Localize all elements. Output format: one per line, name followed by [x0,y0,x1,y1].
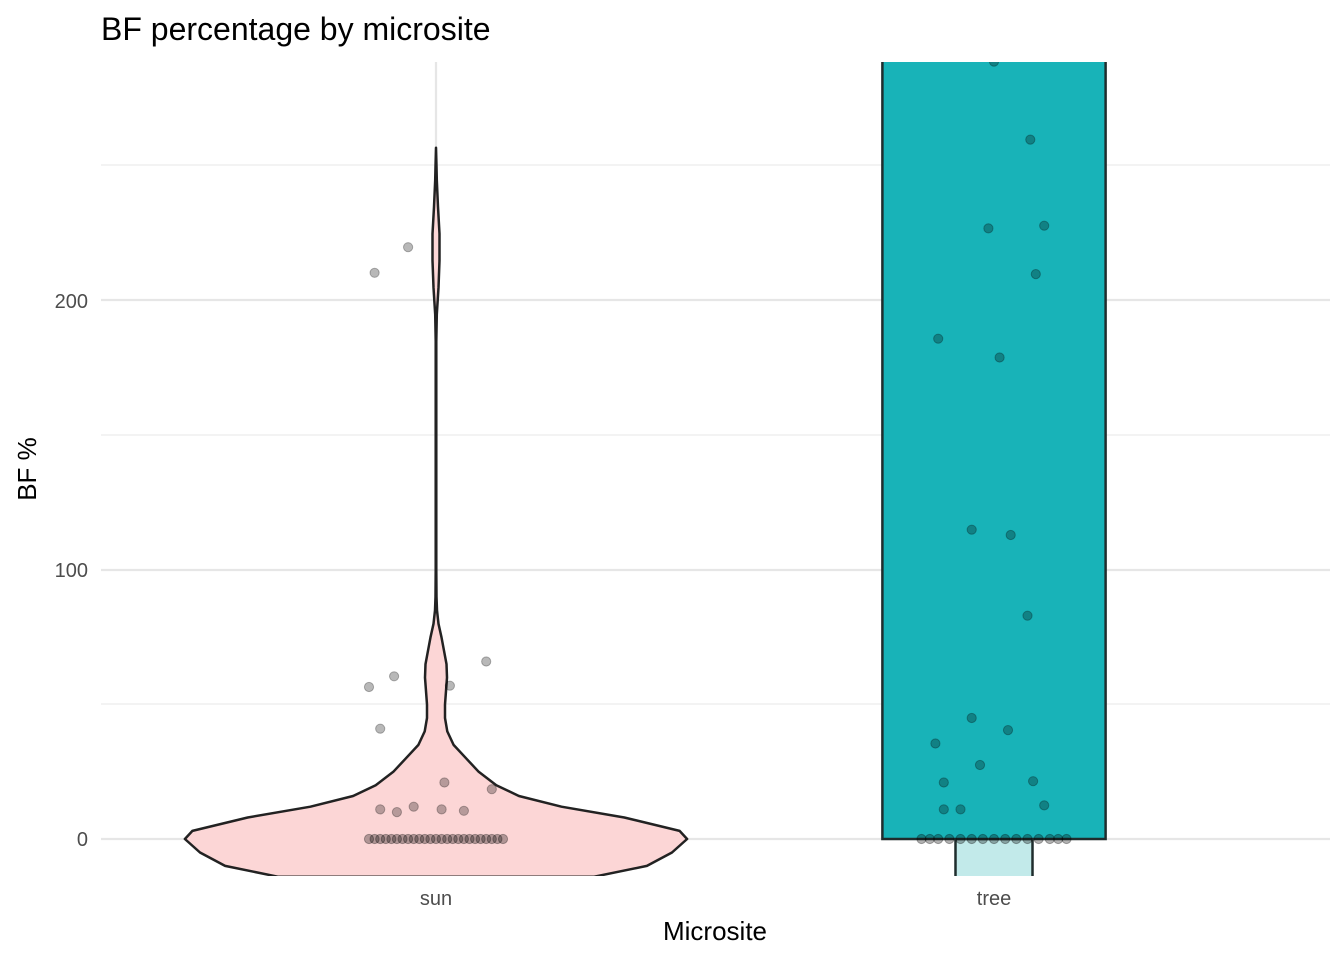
point-sun-7 [376,805,385,814]
x-axis-title: Microsite [663,916,767,946]
point-tree-zero-10 [1023,834,1032,843]
y-axis-title: BF % [12,437,42,501]
y-tick-labels: 0 100 200 [55,291,88,851]
point-sun-12 [459,806,468,815]
point-sun-2 [364,682,373,691]
point-tree-zero-3 [945,834,954,843]
point-sun-5 [445,681,454,690]
point-tree-4 [1031,270,1040,279]
point-tree-17 [939,805,948,814]
y-tick-label-200: 200 [55,291,88,313]
point-tree-9 [1023,611,1032,620]
point-tree-zero-9 [1012,834,1021,843]
point-tree-8 [1006,530,1015,539]
point-sun-4 [376,724,385,733]
point-tree-14 [975,760,984,769]
point-tree-18 [1040,801,1049,810]
point-sun-11 [437,805,446,814]
point-tree-zero-7 [989,834,998,843]
point-sun-6 [482,657,491,666]
point-tree-1 [1026,135,1035,144]
point-tree-16 [956,805,965,814]
x-tick-labels: sun tree [420,888,1011,910]
y-tick-label-100: 100 [55,560,88,582]
point-tree-zero-1 [925,834,934,843]
y-tick-label-0: 0 [77,829,88,851]
point-tree-6 [995,353,1004,362]
point-tree-11 [1003,726,1012,735]
point-sun-10 [440,778,449,787]
point-tree-0 [989,57,998,66]
point-tree-zero-11 [1034,834,1043,843]
grid [101,62,1330,876]
point-sun-0 [370,268,379,277]
chart-title: BF percentage by microsite [101,11,491,47]
point-sun-1 [404,243,413,252]
violins [185,52,1106,896]
point-sun-8 [392,808,401,817]
violin-sun [185,148,687,877]
violin-tree [882,52,1105,839]
point-tree-zero-2 [934,834,943,843]
point-tree-7 [967,525,976,534]
point-tree-zero-8 [1001,834,1010,843]
point-tree-zero-5 [967,834,976,843]
point-sun-zero-24 [498,834,507,843]
point-tree-zero-6 [978,834,987,843]
point-tree-5 [934,334,943,343]
point-sun-13 [487,785,496,794]
point-tree-12 [931,739,940,748]
point-tree-zero-12 [1045,834,1054,843]
point-tree-15 [1029,777,1038,786]
point-tree-10 [967,713,976,722]
point-tree-3 [1040,221,1049,230]
point-sun-3 [390,672,399,681]
point-tree-zero-14 [1062,834,1071,843]
point-sun-9 [409,802,418,811]
x-tick-label-sun: sun [420,888,452,910]
x-tick-label-tree: tree [977,888,1011,910]
point-tree-2 [984,224,993,233]
point-tree-zero-4 [956,834,965,843]
point-tree-13 [939,778,948,787]
